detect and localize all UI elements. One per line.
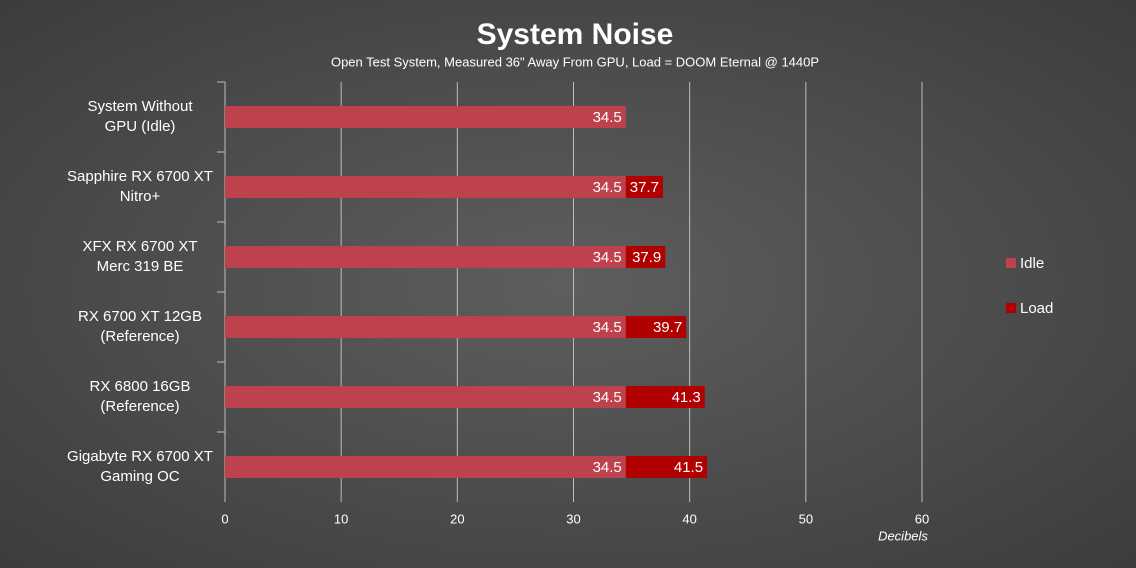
bar bbox=[225, 456, 626, 478]
value-label: 34.5 bbox=[593, 109, 622, 126]
value-label: 37.7 bbox=[630, 179, 659, 196]
chart-subtitle: Open Test System, Measured 36" Away From… bbox=[331, 54, 819, 69]
legend-swatch bbox=[1006, 258, 1016, 268]
x-tick-label: 20 bbox=[450, 511, 464, 526]
y-tick-label: RX 6800 16GB (Reference) bbox=[89, 378, 191, 415]
x-axis-label: Decibels bbox=[878, 528, 928, 543]
legend-swatch bbox=[1006, 303, 1016, 313]
bar bbox=[225, 246, 626, 268]
x-tick-label: 30 bbox=[566, 511, 580, 526]
value-label: 34.5 bbox=[593, 249, 622, 266]
x-tick-label: 50 bbox=[799, 511, 813, 526]
value-label: 34.5 bbox=[593, 179, 622, 196]
value-label: 34.5 bbox=[593, 319, 622, 336]
y-tick-label: XFX RX 6700 XT Merc 319 BE bbox=[82, 238, 198, 275]
bar bbox=[225, 176, 626, 198]
bar bbox=[225, 386, 626, 408]
y-tick-label: Gigabyte RX 6700 XT Gaming OC bbox=[67, 448, 213, 485]
chart-title: System Noise bbox=[477, 18, 674, 51]
x-tick-label: 0 bbox=[221, 511, 228, 526]
value-label: 41.5 bbox=[674, 459, 703, 476]
y-tick-label: RX 6700 XT 12GB (Reference) bbox=[78, 308, 202, 345]
value-label: 34.5 bbox=[593, 459, 622, 476]
value-label: 37.9 bbox=[632, 249, 661, 266]
bar bbox=[225, 316, 626, 338]
legend-label: Load bbox=[1020, 300, 1053, 317]
x-tick-label: 10 bbox=[334, 511, 348, 526]
x-tick-label: 40 bbox=[682, 511, 696, 526]
x-tick-label: 60 bbox=[915, 511, 929, 526]
value-label: 34.5 bbox=[593, 389, 622, 406]
y-tick-label: Sapphire RX 6700 XT Nitro+ bbox=[67, 168, 213, 205]
value-label: 41.3 bbox=[672, 389, 701, 406]
y-tick-label: System Without GPU (Idle) bbox=[87, 98, 193, 135]
legend-label: Idle bbox=[1020, 255, 1044, 272]
bar bbox=[225, 106, 626, 128]
value-label: 39.7 bbox=[653, 319, 682, 336]
